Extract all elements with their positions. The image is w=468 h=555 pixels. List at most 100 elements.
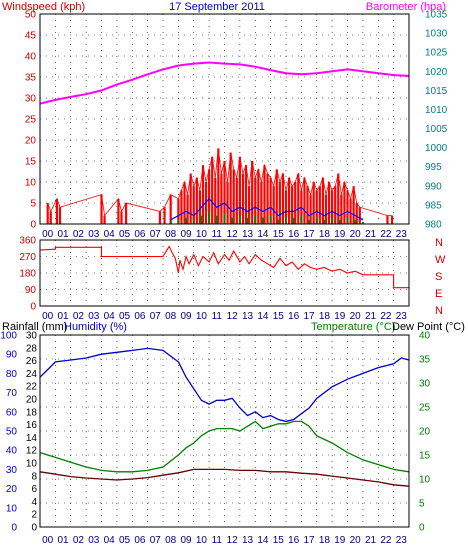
x-tick-label: 15	[273, 535, 285, 546]
temperature-tick-label: 10	[419, 475, 431, 486]
humidity-tick-label: 90	[6, 350, 18, 361]
temperature-tick-label: 35	[419, 355, 431, 366]
baro-axis-title: Barometer (hpa)	[366, 1, 446, 13]
baro-tick-label: 1025	[425, 48, 448, 59]
baro-tick-label: 1020	[425, 67, 448, 78]
x-tick-label: 18	[319, 535, 331, 546]
x-tick-label: 05	[119, 535, 131, 546]
wind-tick-label: 40	[25, 52, 37, 63]
wind-average-line	[170, 197, 364, 221]
wind-tick-label: 45	[25, 31, 37, 42]
rainfall-tick-label: 0	[31, 523, 37, 534]
x-tick-label: 10	[196, 311, 208, 322]
x-tick-label: 12	[227, 535, 239, 546]
rainfall-tick-label: 14	[26, 433, 38, 444]
x-tick-label: 06	[134, 535, 146, 546]
temperature-tick-label: 5	[419, 499, 425, 510]
x-tick-label: 18	[319, 311, 331, 322]
temperature-tick-label: 30	[419, 379, 431, 390]
baro-tick-label: 1035	[425, 10, 448, 21]
x-tick-label: 16	[288, 311, 300, 322]
x-tick-label: 01	[58, 535, 70, 546]
x-tick-label: 06	[134, 311, 146, 322]
compass-label: E	[435, 288, 442, 300]
x-tick-label: 09	[181, 229, 193, 240]
rainfall-tick-label: 18	[26, 407, 38, 418]
x-tick-label: 11	[212, 311, 223, 322]
wind-tick-label: 20	[25, 136, 37, 147]
x-tick-label: 21	[365, 535, 377, 546]
rainfall-tick-label: 28	[26, 343, 38, 354]
humidity-tick-label: 80	[6, 369, 18, 380]
x-tick-label: 16	[288, 229, 300, 240]
compass-label: N	[435, 237, 443, 249]
x-tick-label: 23	[396, 311, 408, 322]
x-tick-label: 12	[227, 229, 239, 240]
x-tick-label: 07	[150, 535, 162, 546]
wind-tick-label: 50	[25, 10, 37, 21]
baro-tick-label: 1000	[425, 143, 448, 154]
temperature-tick-label: 0	[419, 523, 425, 534]
direction-line	[39, 245, 409, 289]
x-tick-label: 03	[88, 311, 100, 322]
x-tick-label: 08	[165, 311, 177, 322]
wind-tick-label: 25	[25, 115, 37, 126]
rainfall-tick-label: 10	[26, 459, 38, 470]
x-tick-label: 13	[242, 229, 254, 240]
x-tick-label: 00	[42, 311, 54, 322]
x-tick-label: 21	[365, 229, 377, 240]
x-tick-label: 22	[380, 311, 392, 322]
x-tick-label: 11	[212, 229, 223, 240]
compass-label: W	[435, 254, 446, 266]
wind-axis-title: Windspeed (kph)	[2, 1, 85, 13]
dew-point-line	[39, 468, 410, 487]
x-tick-label: 20	[350, 535, 362, 546]
wind-tick-label: 30	[25, 94, 37, 105]
x-tick-label: 01	[58, 311, 70, 322]
baro-tick-label: 1030	[425, 29, 448, 40]
temperature-tick-label: 25	[419, 403, 431, 414]
x-tick-label: 04	[104, 229, 116, 240]
rainfall-tick-label: 2	[31, 510, 37, 521]
x-tick-label: 10	[196, 229, 208, 240]
humidity-tick-label: 70	[6, 388, 18, 399]
x-tick-label: 03	[88, 535, 100, 546]
temperature-tick-label: 20	[419, 427, 431, 438]
x-tick-label: 08	[165, 229, 177, 240]
x-tick-label: 17	[304, 311, 316, 322]
x-tick-label: 17	[304, 535, 316, 546]
x-tick-label: 14	[257, 311, 269, 322]
humidity-tick-label: 100	[0, 331, 17, 342]
baro-tick-label: 1015	[425, 86, 448, 97]
rainfall-tick-label: 4	[31, 497, 37, 508]
x-tick-label: 05	[119, 311, 131, 322]
x-tick-label: 13	[242, 535, 254, 546]
humidity-tick-label: 40	[6, 446, 18, 457]
chart3-frame	[39, 334, 410, 528]
temperature-tick-label: 15	[419, 451, 431, 462]
compass-label: S	[435, 271, 442, 283]
direction-tick-label: 180	[19, 269, 36, 280]
direction-tick-label: 90	[25, 285, 37, 296]
wind-tick-label: 10	[25, 178, 37, 189]
x-tick-label: 15	[273, 311, 285, 322]
x-tick-label: 18	[319, 229, 331, 240]
rainfall-tick-label: 22	[26, 382, 38, 393]
direction-tick-label: 270	[19, 252, 36, 263]
baro-tick-label: 1005	[425, 124, 448, 135]
rain-axis-title: Rainfall (mm)	[2, 321, 67, 333]
x-tick-label: 03	[88, 229, 100, 240]
x-tick-label: 00	[42, 535, 54, 546]
x-tick-label: 20	[350, 311, 362, 322]
x-tick-label: 21	[365, 311, 377, 322]
x-tick-label: 04	[104, 311, 116, 322]
barometer-line	[39, 61, 410, 105]
x-tick-label: 09	[181, 311, 193, 322]
temperature-line	[39, 420, 410, 473]
x-tick-label: 00	[42, 229, 54, 240]
x-tick-label: 14	[257, 229, 269, 240]
rainfall-tick-label: 30	[26, 331, 38, 342]
humidity-tick-label: 20	[6, 484, 18, 495]
x-tick-label: 02	[73, 229, 85, 240]
